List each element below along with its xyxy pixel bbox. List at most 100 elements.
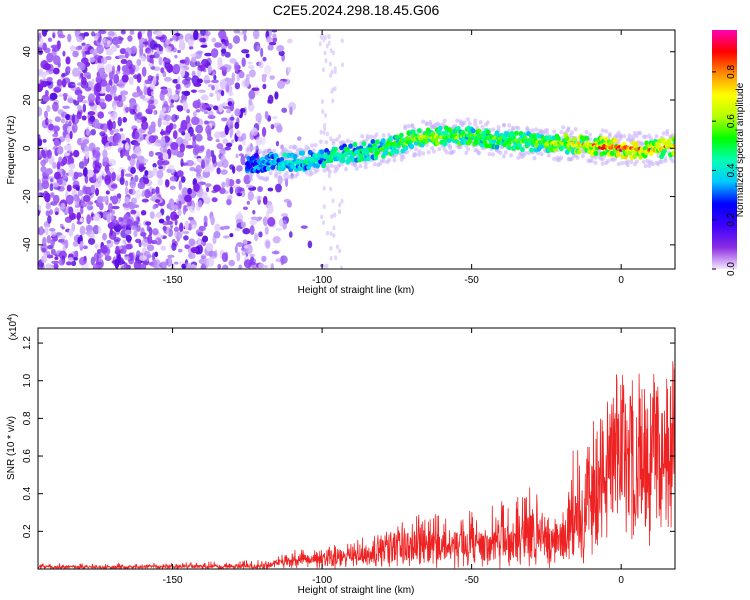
noise-speckle <box>329 245 333 251</box>
noise-speckle <box>67 257 75 262</box>
noise-speckle <box>246 200 250 205</box>
colorbar-tick-label: 0.6 <box>726 114 737 128</box>
noise-speckle <box>165 179 170 188</box>
signal-halo <box>650 161 655 167</box>
noise-speckle <box>134 142 141 146</box>
noise-speckle <box>212 184 221 192</box>
noise-speckle <box>147 104 156 110</box>
noise-speckle <box>172 130 178 140</box>
noise-speckle <box>102 232 108 241</box>
noise-speckle <box>177 208 182 217</box>
noise-speckle <box>59 223 64 229</box>
signal-halo <box>523 150 528 156</box>
noise-speckle <box>177 49 181 54</box>
noise-speckle <box>129 30 135 35</box>
noise-speckle <box>158 218 165 224</box>
noise-speckle <box>211 189 218 194</box>
signal-halo <box>309 171 314 176</box>
signal-blob <box>361 141 367 147</box>
signal-blob <box>671 150 675 156</box>
noise-speckle <box>119 48 126 55</box>
signal-halo <box>622 133 627 139</box>
spectrogram-frame <box>37 29 676 270</box>
noise-speckle <box>184 220 189 230</box>
noise-speckle <box>83 32 90 37</box>
noise-speckle <box>166 168 173 173</box>
noise-speckle <box>190 89 197 93</box>
noise-speckle <box>210 48 219 58</box>
noise-speckle <box>242 206 249 211</box>
signal-halo <box>401 154 406 160</box>
noise-speckle <box>216 143 224 150</box>
noise-speckle <box>206 187 210 193</box>
noise-speckle <box>143 235 147 240</box>
noise-speckle <box>206 257 215 267</box>
noise-speckle <box>203 110 208 115</box>
noise-speckle <box>203 74 210 85</box>
signal-blob <box>398 132 404 138</box>
signal-halo <box>530 128 535 133</box>
noise-speckle <box>325 131 329 137</box>
noise-speckle <box>241 57 246 68</box>
noise-speckle <box>38 134 41 141</box>
noise-speckle <box>185 159 194 167</box>
noise-speckle <box>124 186 129 195</box>
y-tick-label: -20 <box>22 189 33 204</box>
noise-speckle <box>46 119 53 124</box>
noise-speckle <box>72 50 79 58</box>
noise-speckle <box>281 107 288 113</box>
noise-speckle <box>112 122 116 128</box>
noise-speckle <box>331 98 335 104</box>
noise-speckle <box>65 56 71 65</box>
noise-speckle <box>140 231 147 237</box>
noise-speckle <box>162 226 167 231</box>
noise-speckle <box>262 216 268 227</box>
signal-halo <box>661 131 666 136</box>
noise-speckle <box>47 37 53 42</box>
noise-speckle <box>144 188 151 199</box>
noise-speckle <box>38 192 43 197</box>
noise-speckle <box>156 31 163 38</box>
noise-speckle <box>73 171 79 180</box>
noise-speckle <box>83 146 91 152</box>
noise-speckle <box>117 193 122 199</box>
noise-speckle <box>140 210 147 216</box>
signal-halo <box>417 152 422 157</box>
noise-speckle <box>44 47 51 54</box>
noise-speckle <box>195 133 203 142</box>
noise-speckle <box>89 56 96 63</box>
noise-speckle <box>105 55 112 61</box>
noise-speckle <box>185 262 191 268</box>
noise-speckle <box>124 142 130 151</box>
noise-speckle <box>227 118 231 128</box>
noise-speckle <box>179 222 184 232</box>
noise-speckle <box>45 168 53 175</box>
noise-speckle <box>50 201 58 206</box>
noise-speckle <box>41 247 46 253</box>
noise-speckle <box>200 254 207 259</box>
noise-speckle <box>190 53 197 58</box>
signal-core <box>672 143 675 148</box>
noise-speckle <box>270 124 275 130</box>
noise-speckle <box>220 169 228 175</box>
spectrogram-y-ticks: -40 -20 0 20 40 <box>22 46 675 252</box>
noise-speckle <box>155 186 160 194</box>
signal-blob <box>394 149 400 155</box>
noise-speckle <box>221 117 228 122</box>
noise-speckle <box>176 170 184 177</box>
signal-halo <box>406 123 411 129</box>
noise-speckle <box>41 94 50 103</box>
noise-speckle <box>205 104 214 109</box>
signal-blob <box>409 143 415 150</box>
signal-halo <box>473 121 478 127</box>
signal-halo <box>318 139 323 144</box>
noise-speckle <box>106 169 111 176</box>
noise-speckle <box>111 65 115 75</box>
signal-blob <box>410 129 416 135</box>
signal-blob <box>476 128 482 134</box>
noise-speckle <box>199 102 207 112</box>
noise-speckle <box>53 182 60 188</box>
noise-speckle <box>141 97 150 102</box>
noise-speckle <box>81 57 89 65</box>
